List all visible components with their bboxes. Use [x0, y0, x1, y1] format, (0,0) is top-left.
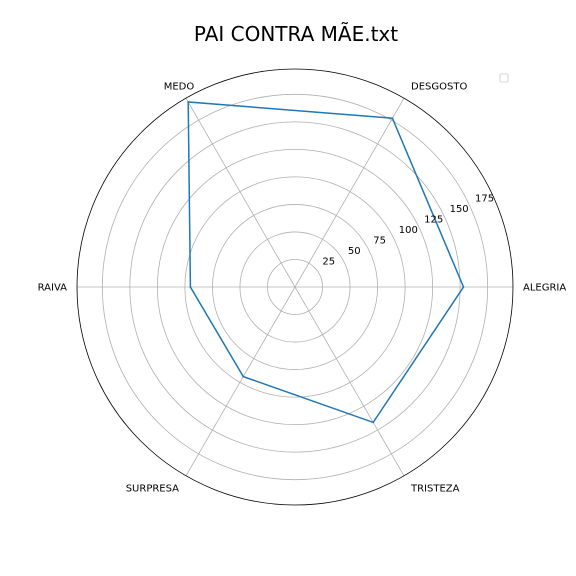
data-point-tristeza [372, 421, 374, 424]
data-point-alegria [462, 286, 465, 288]
chart-title: PAI CONTRA MÃE.txt [194, 22, 398, 46]
category-label-alegria: ALEGRIA [523, 283, 566, 294]
spoke-line [294, 286, 405, 476]
data-point-desgosto [391, 117, 394, 120]
spoke-line [185, 98, 296, 288]
category-label-desgosto: DESGOSTO [411, 82, 467, 93]
polar-frame [76, 68, 514, 506]
label-layer: 25 50 75 100 125 150 175 ALEGRIA DESGOSTO MEDO RAI… [38, 82, 567, 495]
data-point-raiva [189, 286, 192, 288]
spoke-line [294, 98, 405, 288]
data-point-surpresa [242, 375, 245, 378]
category-label-surpresa: SURPRESA [126, 483, 179, 494]
data-point-medo [187, 101, 190, 103]
r-tick-label: 75 [373, 235, 386, 246]
r-tick-label: 25 [322, 256, 335, 267]
r-tick-label: 100 [399, 225, 418, 236]
spoke-line [185, 286, 296, 476]
category-label-tristeza: TRISTEZA [410, 483, 460, 494]
category-label-medo: MEDO [164, 82, 195, 93]
r-tick-label: 50 [348, 246, 361, 257]
category-label-raiva: RAIVA [38, 283, 68, 294]
r-tick-label: 150 [450, 204, 469, 215]
legend-box [499, 73, 509, 83]
grid-layer [76, 68, 514, 506]
r-tick-label: 175 [475, 193, 494, 204]
data-layer [187, 101, 465, 424]
r-tick-label: 125 [424, 214, 443, 225]
